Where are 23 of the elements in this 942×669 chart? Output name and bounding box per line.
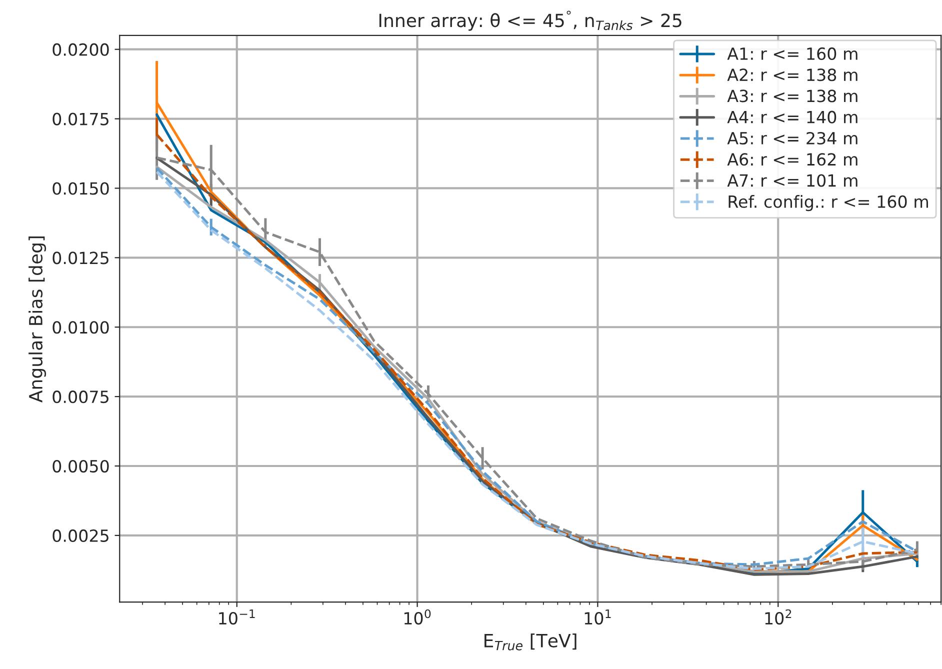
legend-label: A4: r <= 140 m bbox=[727, 110, 858, 124]
x-tick-label: 10$^{0}$ bbox=[404, 609, 431, 625]
y-tick-label: 0.0100 bbox=[52, 321, 109, 334]
chart-title: Inner array: θ <= 45$^{°}$, n$_{Tanks}$ > 25 bbox=[379, 10, 682, 31]
y-tick-label: 0.0025 bbox=[52, 529, 108, 542]
legend-label: A1: r <= 160 m bbox=[727, 47, 858, 60]
x-tick-label: 10$^{2}$ bbox=[765, 609, 792, 625]
y-tick-label: 0.0050 bbox=[52, 460, 109, 473]
y-axis-title: Angular Bias [deg] bbox=[28, 236, 46, 402]
legend-label: A3: r <= 138 m bbox=[727, 90, 858, 102]
legend-label: A7: r <= 101 m bbox=[727, 174, 858, 187]
x-axis-title: E$_{True}$ [TeV] bbox=[484, 634, 576, 650]
legend-label: A5: r <= 234 m bbox=[727, 132, 858, 145]
x-tick-label: 10$^{1}$ bbox=[584, 609, 611, 625]
legend-label: Ref. config.: r <= 160 m bbox=[728, 195, 928, 212]
legend-label: A2: r <= 138 m bbox=[727, 68, 858, 82]
y-tick-label: 0.0125 bbox=[52, 252, 108, 264]
y-tick-label: 0.0150 bbox=[52, 182, 109, 195]
y-tick-label: 0.0175 bbox=[52, 112, 108, 126]
legend-label: A6: r <= 162 m bbox=[727, 153, 858, 166]
x-tick-label: 10$^{−1}$ bbox=[219, 609, 255, 625]
y-tick-label: 0.0075 bbox=[52, 390, 108, 404]
y-tick-label: 0.0200 bbox=[52, 43, 109, 56]
